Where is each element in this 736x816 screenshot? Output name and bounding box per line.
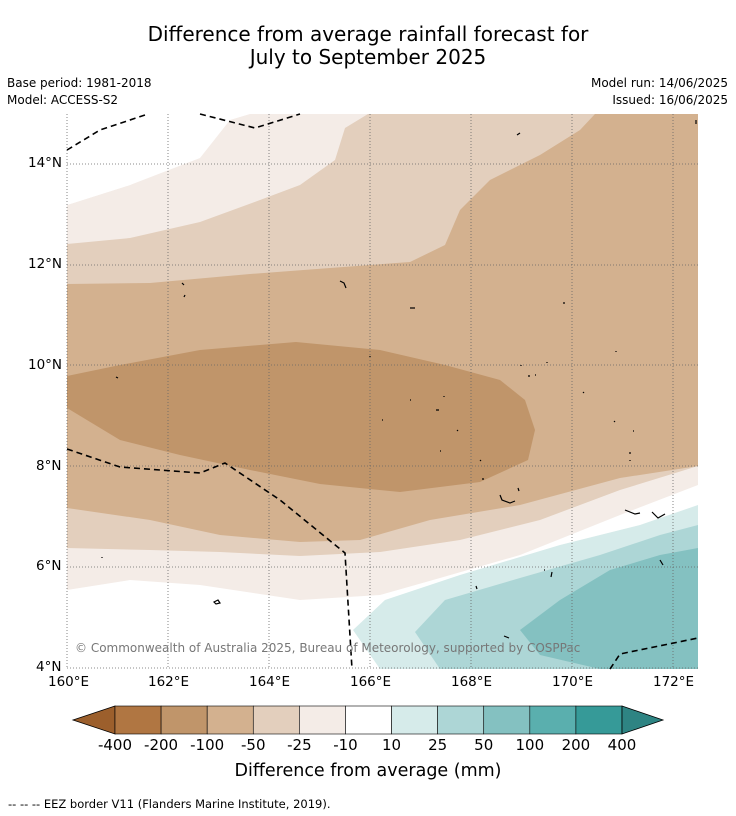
eez-legend-note: -- -- -- EEZ border V11 (Flanders Marine… <box>8 797 331 811</box>
lat-label-12n: 12°N <box>28 256 63 272</box>
anomaly-band-wet-50 <box>520 548 698 669</box>
base-period: Base period: 1981-2018 <box>7 76 152 90</box>
colorbar-arrow-left <box>71 705 116 735</box>
lon-label-172e: 172°E <box>653 674 695 690</box>
colorbar-swatch <box>206 705 254 735</box>
model-run: Model run: 14/06/2025 <box>590 76 728 90</box>
colorbar-tick-label: 10 <box>381 736 402 754</box>
eez-border <box>66 113 699 670</box>
colorbar-tick-label: -25 <box>287 736 312 754</box>
lat-label-8n: 8°N <box>36 458 62 474</box>
colorbar-swatch <box>529 705 577 735</box>
lat-label-10n: 10°N <box>28 357 63 373</box>
anomaly-band-neutral-north <box>67 114 197 205</box>
lon-label-166e: 166°E <box>350 674 392 690</box>
chart-title-line2: July to September 2025 <box>249 45 487 69</box>
islands <box>101 120 697 639</box>
colorbar-swatch <box>160 705 208 735</box>
colorbar-tick-label: -50 <box>241 736 266 754</box>
colorbar-swatch <box>575 705 623 735</box>
lon-label-164e: 164°E <box>249 674 291 690</box>
colorbar-tick-label: -200 <box>144 736 179 754</box>
colorbar-arrow-right <box>621 705 665 735</box>
colorbar-tick-label: 200 <box>561 736 591 754</box>
colorbar-title: Difference from average (mm) <box>234 761 502 781</box>
colorbar-swatch <box>483 705 531 735</box>
chart-title-line1: Difference from average rainfall forecas… <box>147 22 589 46</box>
colorbar-swatch <box>437 705 485 735</box>
colorbar-tick-label: -400 <box>97 736 133 754</box>
lon-label-162e: 162°E <box>148 674 190 690</box>
colorbar-tick-label: -10 <box>333 736 358 754</box>
model-name: Model: ACCESS-S2 <box>7 93 119 107</box>
issued-date: Issued: 16/06/2025 <box>612 93 728 107</box>
copyright-notice: © Commonwealth of Australia 2025, Bureau… <box>75 641 581 655</box>
colorbar-tick-label: 400 <box>607 736 637 754</box>
colorbar-swatch <box>114 705 162 735</box>
colorbar-tick-label: -100 <box>190 736 225 754</box>
colorbar-swatch <box>299 705 346 735</box>
colorbar-tick-label: 50 <box>474 736 494 754</box>
lat-label-6n: 6°N <box>36 558 62 574</box>
lat-label-4n: 4°N <box>36 659 62 675</box>
lon-label-170e: 170°E <box>552 674 594 690</box>
colorbar-swatch <box>345 705 392 735</box>
colorbar-tick-label: 25 <box>428 736 448 754</box>
lat-label-14n: 14°N <box>28 155 63 171</box>
map-gridlines <box>66 114 698 669</box>
colorbar-swatch <box>391 705 438 735</box>
colorbar-swatch <box>252 705 300 735</box>
colorbar-tick-label: 100 <box>515 736 545 754</box>
lon-label-160e: 160°E <box>48 674 90 690</box>
anomaly-band-dry-100 <box>67 342 535 492</box>
lon-label-168e: 168°E <box>451 674 493 690</box>
